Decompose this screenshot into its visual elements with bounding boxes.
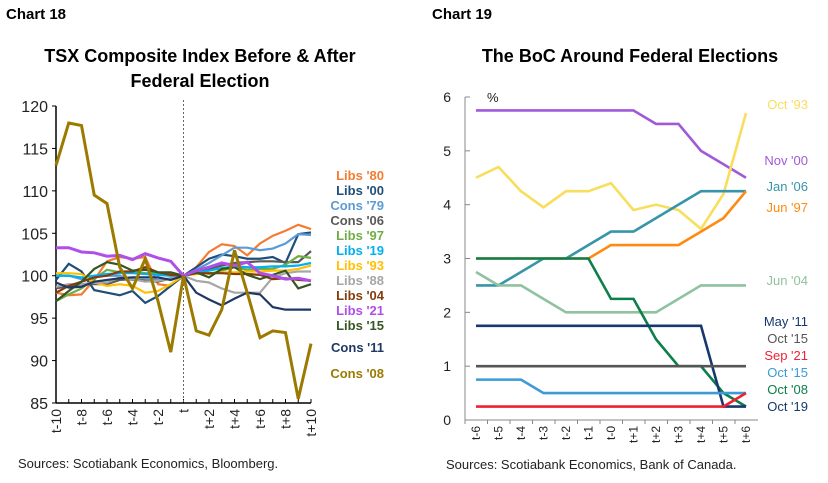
- legend-label: Libs '15: [336, 318, 384, 333]
- legend-label: Libs '00: [336, 183, 384, 198]
- x-tick-label: t-4: [514, 426, 528, 440]
- legend-label: Libs '21: [336, 303, 384, 318]
- x-tick-label: t-10: [48, 409, 64, 433]
- y-tick-label: 110: [22, 184, 48, 201]
- x-tick-label: t: [176, 409, 192, 413]
- legend-label: Libs '19: [336, 243, 384, 258]
- y-tick-label: 95: [30, 311, 48, 328]
- x-tick-label: t-2: [559, 426, 573, 440]
- chart18-header: Chart 18: [6, 6, 67, 23]
- series-line: [476, 391, 747, 408]
- legend-label: Cons '11: [331, 340, 384, 355]
- series-line: [476, 324, 746, 408]
- series-label: Oct '93: [767, 97, 808, 112]
- series-line: [475, 112, 748, 231]
- series-label: Jan '06: [766, 179, 808, 194]
- chart19-header: Chart 19: [432, 6, 493, 23]
- x-tick-label: t+4: [227, 409, 243, 429]
- y-tick-label: 100: [21, 269, 48, 286]
- y-tick-label: 3: [443, 251, 451, 267]
- x-tick-label: t+5: [717, 426, 731, 443]
- x-tick-label: t-1: [582, 426, 596, 440]
- y-tick-label: 120: [21, 99, 48, 116]
- x-tick-label: t-5: [492, 426, 506, 440]
- y-tick-label: 4: [443, 197, 451, 213]
- legend-label: Libs '93: [336, 258, 384, 273]
- x-tick-label: t+2: [201, 409, 217, 429]
- x-tick-label: t+2: [649, 426, 663, 443]
- y-tick-label: 6: [443, 89, 451, 105]
- y-tick-label: 115: [22, 141, 48, 158]
- series-label: Oct '15: [767, 331, 808, 346]
- chart18-source: Sources: Scotiabank Economics, Bloomberg…: [18, 456, 279, 471]
- x-tick-label: t-0: [604, 426, 618, 440]
- series-line: [476, 189, 746, 287]
- y-tick-label: 1: [443, 358, 451, 374]
- x-tick-label: t+10: [303, 409, 319, 437]
- y-tick-label: 90: [30, 354, 48, 371]
- series-line: [475, 270, 746, 314]
- legend-label: Cons '06: [330, 213, 384, 228]
- x-tick-label: t-2: [150, 409, 166, 426]
- series-line: [476, 378, 746, 395]
- x-tick-label: t+6: [252, 409, 268, 429]
- x-tick-label: t-6: [99, 409, 115, 426]
- chart19-title: The BoC Around Federal Elections: [481, 46, 779, 66]
- x-tick-label: t+1: [627, 426, 641, 443]
- chart19-source: Sources: Scotiabank Economics, Bank of C…: [446, 457, 737, 472]
- legend-label: Libs '04: [336, 288, 385, 303]
- series-line: [476, 190, 747, 260]
- series-label: Oct '19: [767, 399, 808, 414]
- unit-label: %: [487, 90, 499, 105]
- series-label: Nov '00: [764, 153, 808, 168]
- x-tick-label: t+4: [694, 426, 708, 443]
- y-tick-label: 0: [443, 412, 451, 428]
- x-tick-label: t-4: [125, 409, 141, 426]
- series-label: Sep '21: [764, 348, 808, 363]
- series-label: May '11: [764, 314, 808, 329]
- series-label: Oct '15: [767, 365, 808, 380]
- x-tick-label: t-3: [537, 426, 551, 440]
- legend-label: Cons '79: [330, 198, 384, 213]
- x-tick-label: t+8: [278, 409, 294, 429]
- legend-label: Cons '08: [330, 366, 384, 381]
- x-tick-label: t+3: [672, 426, 686, 443]
- series-line: [476, 109, 747, 179]
- legend-label: Libs '88: [336, 273, 384, 288]
- y-tick-label: 2: [443, 304, 451, 320]
- legend-label: Libs '97: [336, 228, 384, 243]
- x-tick-label: t+6: [739, 426, 753, 443]
- y-tick-label: 105: [21, 226, 48, 243]
- series-label: Oct '08: [767, 382, 808, 397]
- series-line: [476, 257, 747, 408]
- series-line: [54, 121, 313, 400]
- y-tick-label: 5: [443, 143, 451, 159]
- series-label: Jun '97: [766, 200, 808, 215]
- x-tick-label: t-8: [74, 409, 90, 426]
- x-tick-label: t-6: [469, 426, 483, 440]
- y-tick-label: 85: [30, 396, 48, 413]
- chart18-title: TSX Composite Index Before & After Feder…: [44, 46, 356, 91]
- legend-label: Libs '80: [336, 168, 384, 183]
- series-label: Jun '04: [766, 273, 808, 288]
